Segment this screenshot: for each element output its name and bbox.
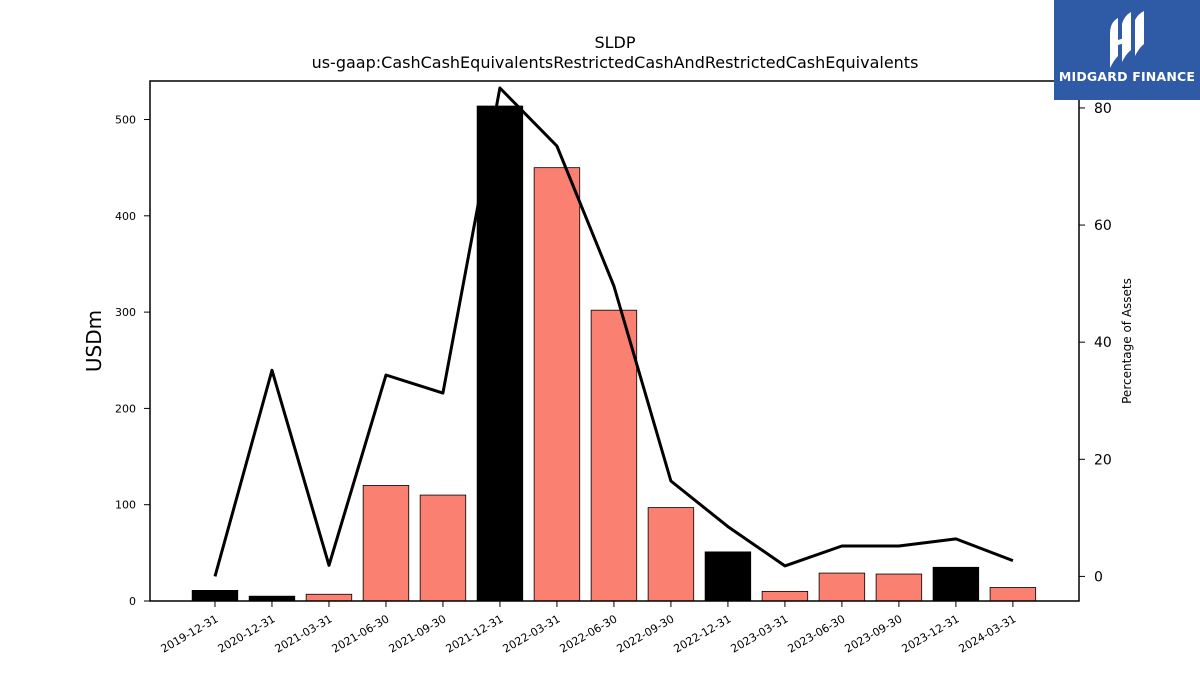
x-tick-label: 2024-03-31 [957,612,1019,655]
y-tick-label: 100 [115,499,136,512]
y2-tick-label: 0 [1094,569,1103,585]
midgard-finance-logo: MIDGARD FINANCE [1054,0,1200,100]
bar [932,566,980,602]
percentage-line [213,86,1014,577]
bar [476,105,524,602]
x-tick-label: 2021-09-30 [387,612,449,655]
x-tick-label: 2022-03-31 [501,612,563,655]
bar [647,507,695,602]
x-tick-label: 2023-03-31 [729,612,791,655]
x-tick-label: 2023-12-31 [900,612,962,655]
y2-tick-label: 60 [1094,218,1112,234]
bar [533,167,581,602]
bar-series [191,105,1037,602]
x-tick-label: 2022-12-31 [672,612,734,655]
chart-title: SLDP [594,33,635,52]
y2-axis-label: Percentage of Assets [1120,278,1134,404]
bar [362,485,410,602]
y-axis-label: USDm [82,310,106,372]
x-tick-label: 2021-03-31 [273,612,335,655]
x-tick-label: 2020-12-31 [216,612,278,655]
y-tick-label: 500 [115,114,136,127]
bar [590,309,638,602]
x-tick-label: 2023-09-30 [843,612,905,655]
x-tick-label: 2021-06-30 [330,612,392,655]
y-tick-label: 400 [115,210,136,223]
y2-tick-label: 40 [1094,335,1112,351]
bar [761,590,809,602]
bar [419,494,467,602]
bar [989,587,1037,602]
chart-subtitle: us-gaap:CashCashEquivalentsRestrictedCas… [312,53,919,72]
y-axis-left: 0 100 200 300 400 500 [115,114,150,608]
y-tick-label: 200 [115,402,136,415]
midgard-m-logo-icon [1110,11,1144,68]
x-tick-label: 2021-12-31 [444,612,506,655]
logo-text: MIDGARD FINANCE [1058,69,1196,84]
line-series [213,86,1014,577]
plot-frame [149,80,1080,602]
bar [704,551,752,602]
x-tick-label: 2022-06-30 [558,612,620,655]
y2-tick-label: 20 [1094,452,1112,468]
x-tick-label: 2023-06-30 [786,612,848,655]
y-tick-label: 0 [129,595,136,608]
x-tick-label: 2019-12-31 [159,612,221,655]
bar [818,572,866,602]
y-tick-label: 300 [115,306,136,319]
bar [305,593,353,602]
x-tick-label: 2022-09-30 [615,612,677,655]
y2-tick-label: 80 [1094,101,1112,117]
y-axis-right: 0 20 40 60 80 [1079,101,1112,585]
x-axis: 2019-12-312020-12-312021-03-312021-06-30… [159,601,1019,656]
bar [191,590,239,602]
bar [875,573,923,602]
